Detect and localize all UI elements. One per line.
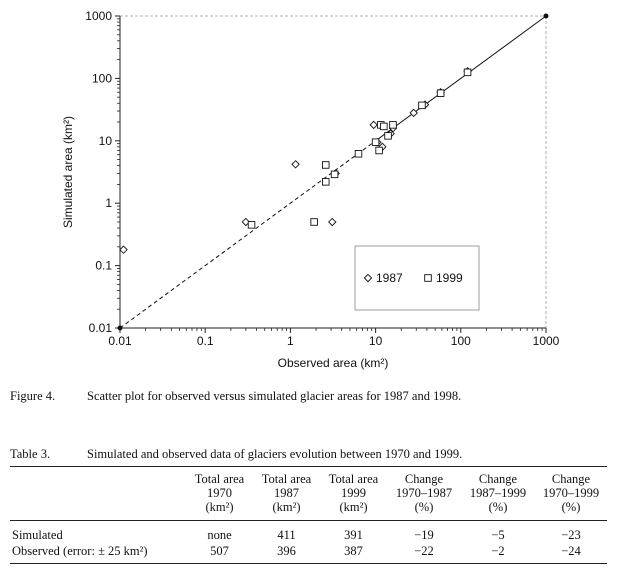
- point-1999: [371, 138, 380, 146]
- point-1999: [375, 146, 383, 155]
- point-1999: [322, 178, 330, 186]
- ref-line-dashed: [119, 140, 376, 329]
- table-header-row: Total area 1970 (km²) Total area 1987 (km²) …: [10, 466, 607, 521]
- col-header-change-1970-1987: Change 1970–1987 (%): [387, 466, 461, 521]
- col-header-total-1970: Total area 1970 (km²): [186, 466, 253, 521]
- x-ticks: 0.01 0.1 1 10 100 1000: [108, 328, 560, 348]
- row-label: Observed (error: ± 25 km²): [10, 543, 186, 564]
- point-1999: [380, 122, 388, 131]
- table-cell: −24: [535, 543, 607, 564]
- table-header-blank: [10, 466, 186, 521]
- point-1987: [119, 245, 128, 254]
- point-1999: [418, 101, 426, 110]
- scatter-chart: 0.01 0.1 1 10 100 1000 0.01 0.1 1 10 100 1000 Obse…: [61, 9, 560, 370]
- ref-line-solid: [375, 15, 547, 142]
- table-cell: 507: [186, 543, 253, 564]
- legend: 1987 1999: [354, 245, 480, 311]
- legend-items: 1987 1999: [363, 271, 463, 285]
- x-tick-label: 10: [369, 334, 383, 348]
- table-cell: 396: [253, 543, 320, 564]
- table-cell: −23: [561, 528, 581, 542]
- legend-marker-1987: [363, 273, 373, 283]
- table-row-simulated: Simulated none 411 391 −19 −5 −23: [10, 521, 607, 544]
- point-1999: [354, 150, 363, 158]
- table-cell: 387: [320, 543, 387, 564]
- y-ticks: 0.01 0.1 1 10 100 1000: [85, 9, 120, 335]
- data-table: Total area 1970 (km²) Total area 1987 (km²) …: [10, 466, 607, 564]
- x-tick-label: 0.01: [108, 334, 132, 348]
- y-tick-label: 0.01: [89, 321, 113, 335]
- col-header-total-1987: Total area 1987 (km²): [253, 466, 320, 521]
- x-tick-label: 0.1: [197, 334, 214, 348]
- legend-label-1999: 1999: [436, 271, 463, 285]
- table-cell: −22: [387, 543, 461, 564]
- y-tick-label: 10: [99, 134, 113, 148]
- reference-line: [117, 13, 549, 331]
- figure-caption-label: Figure 4.: [10, 389, 56, 403]
- point-1987: [369, 120, 378, 130]
- table-row-observed: Observed (error: ± 25 km²) 507 396 387 −…: [10, 543, 607, 564]
- y-tick-label: 0.1: [95, 259, 112, 273]
- table-caption-label: Table 3.: [10, 447, 51, 461]
- point-1999: [389, 121, 397, 129]
- y-axis-label: Simulated area (km²): [61, 116, 75, 228]
- point-1999: [436, 89, 445, 97]
- y-tick-label: 1000: [85, 9, 112, 23]
- point-1987: [328, 217, 337, 227]
- y-tick-label: 1: [105, 196, 112, 210]
- data-points: [119, 67, 472, 254]
- legend-box: [354, 245, 480, 311]
- point-1987: [409, 108, 418, 118]
- row-label: Simulated: [12, 528, 63, 542]
- table-cell: 391: [344, 528, 363, 542]
- figure-caption: Figure 4. Scatter plot for observed versu…: [10, 389, 461, 404]
- table-cell: none: [207, 528, 232, 542]
- table-cell: −5: [491, 528, 505, 542]
- x-axis-label: Observed area (km²): [278, 356, 389, 370]
- table-cell: −2: [461, 543, 535, 564]
- col-header-change-1987-1999: Change 1987–1999 (%): [461, 466, 535, 521]
- figure-caption-text: Scatter plot for observed versus simulat…: [87, 389, 462, 403]
- x-tick-label: 1000: [533, 334, 560, 348]
- legend-marker-1999: [424, 274, 432, 282]
- table-caption-text: Simulated and observed data of glaciers …: [87, 447, 463, 461]
- legend-label-1987: 1987: [376, 271, 403, 285]
- x-tick-label: 100: [451, 334, 471, 348]
- col-header-total-1999: Total area 1999 (km²): [320, 466, 387, 521]
- point-1999: [310, 218, 318, 226]
- point-1987: [291, 160, 300, 169]
- point-1987: [241, 217, 251, 227]
- point-1999: [463, 68, 472, 77]
- ref-endpoint: [543, 13, 549, 19]
- table-caption: Table 3. Simulated and observed data of g…: [10, 447, 462, 462]
- point-1999: [322, 161, 330, 169]
- col-header-change-1970-1999: Change 1970–1999 (%): [535, 466, 607, 521]
- ref-endpoint: [117, 325, 123, 331]
- table-cell: −19: [414, 528, 434, 542]
- x-tick-label: 1: [287, 334, 294, 348]
- point-1999: [247, 221, 256, 229]
- point-1999: [384, 132, 392, 140]
- point-1999: [330, 170, 339, 179]
- y-tick-label: 100: [92, 71, 112, 85]
- table-cell: 411: [277, 528, 296, 542]
